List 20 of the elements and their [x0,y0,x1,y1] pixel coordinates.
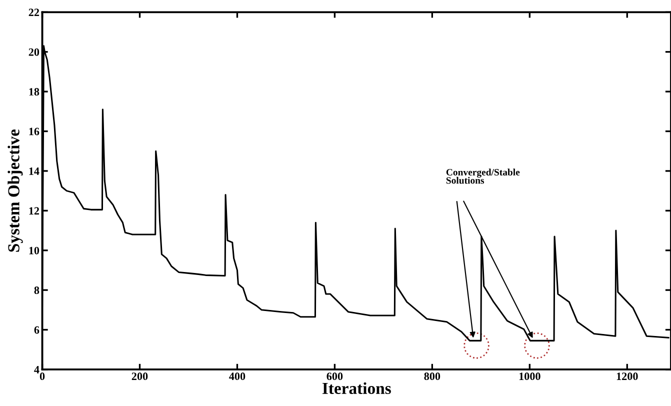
y-tick-label: 14 [29,167,40,175]
x-tick-label: 200 [132,372,148,380]
x-tick-label: 600 [326,372,343,380]
y-tick-label: 12 [29,207,40,215]
x-tick-label: 1200 [616,372,638,380]
x-tick-label: 800 [424,372,440,380]
y-tick-label: 20 [28,48,40,56]
annotation: Converged/Stable Solutions [446,168,520,184]
x-tick-label: 0 [40,372,45,380]
y-axis-title: System Objective [8,129,23,252]
x-tick-label: 1000 [519,372,540,380]
x-tick-label: 400 [229,372,246,380]
y-tick-label: 8 [34,286,40,294]
y-tick-label: 18 [29,88,40,96]
y-tick-label: 4 [34,366,40,374]
y-tick-label: 6 [34,326,40,334]
y-tick-label: 22 [28,8,40,16]
y-tick-label: 16 [29,128,40,136]
y-tick-label: 10 [29,246,40,254]
x-axis-title: Iterations [322,382,391,394]
